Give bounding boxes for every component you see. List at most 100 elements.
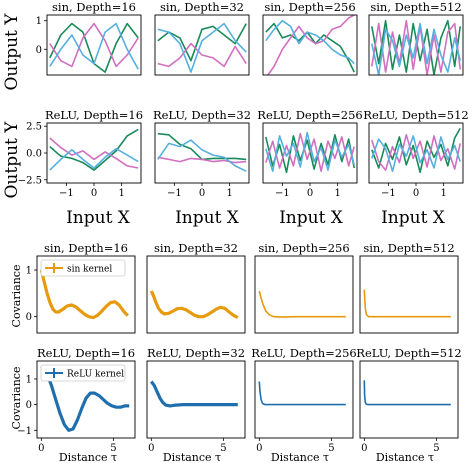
series-line-green bbox=[265, 22, 355, 73]
y-tick-label: 0 bbox=[26, 400, 32, 411]
y-tick-label: 0 bbox=[36, 45, 42, 56]
series-line-orange bbox=[149, 290, 239, 320]
xlabel-input-2: Input X bbox=[175, 208, 240, 228]
series-line-blue bbox=[150, 380, 238, 408]
x-tick-label: −1 bbox=[381, 188, 396, 199]
y-tick-label: 1 bbox=[26, 266, 32, 277]
panel-frame bbox=[359, 255, 459, 334]
panel-title: sin, Depth=512 bbox=[363, 241, 454, 255]
series-line-green bbox=[371, 128, 461, 174]
panels: sin, Depth=16 0 1 sin, Depth=32 sin, Depth=2… bbox=[17, 0, 468, 454]
series-line-blue bbox=[363, 380, 451, 406]
series-line-skyblue bbox=[49, 22, 139, 70]
series-line-skyblue bbox=[265, 131, 355, 172]
panel-title: ReLU, Depth=256 bbox=[257, 108, 362, 122]
series-line-blue bbox=[40, 364, 130, 432]
x-tick-label: 5 bbox=[110, 443, 116, 454]
chart-panel: ReLU, Depth=32 −1 0 1 bbox=[153, 108, 251, 199]
panel-title: sin, Depth=16 bbox=[44, 241, 128, 255]
x-tick-label: 5 bbox=[328, 443, 334, 454]
ylabel-covariance-row4: Covariance bbox=[10, 367, 23, 430]
x-tick-label: 5 bbox=[220, 443, 226, 454]
xlabel-distance-1: Distance τ bbox=[59, 451, 117, 463]
y-tick-label: −1 bbox=[17, 426, 32, 437]
chart-panel: sin, Depth=32 bbox=[154, 0, 250, 76]
chart-panel: ReLU, Depth=512 −1 0 1 bbox=[363, 108, 468, 199]
chart-panel: sin, Depth=512 bbox=[359, 241, 459, 334]
panel-title: sin, Depth=16 bbox=[52, 0, 136, 14]
panel-title: ReLU, Depth=32 bbox=[153, 108, 251, 122]
y-tick-label: 2.5 bbox=[26, 122, 42, 133]
panel-frame bbox=[36, 255, 136, 334]
x-tick-label: 0 bbox=[199, 188, 205, 199]
series-line-pink bbox=[371, 19, 461, 75]
series-line-green bbox=[157, 23, 247, 62]
xlabel-distance-3: Distance τ bbox=[271, 451, 329, 463]
xlabel-input-1: Input X bbox=[66, 208, 131, 228]
x-tick-label: 1 bbox=[118, 188, 124, 199]
series-line-skyblue bbox=[49, 147, 139, 171]
panel-frame bbox=[359, 360, 459, 439]
y-tick-label: 0 bbox=[26, 312, 32, 323]
x-tick-label: 5 bbox=[433, 443, 439, 454]
series-line-skyblue bbox=[371, 22, 461, 75]
panel-frame bbox=[146, 360, 246, 439]
chart-panel: sin, Depth=256 bbox=[262, 0, 358, 76]
panel-title: ReLU, Depth=16 bbox=[37, 346, 135, 360]
chart-panel: sin, Depth=16 0 1 bbox=[36, 0, 142, 76]
legend-label: sin kernel bbox=[67, 265, 112, 275]
x-tick-label: 0 bbox=[361, 443, 367, 454]
panel-title: ReLU, Depth=512 bbox=[356, 346, 461, 360]
ylabel-output-row2: Output Y bbox=[2, 121, 22, 199]
series-line-skyblue bbox=[265, 19, 355, 65]
legend-box bbox=[40, 259, 126, 277]
ylabel-covariance-row3: Covariance bbox=[10, 265, 23, 328]
panel-frame bbox=[254, 255, 354, 334]
panel-frame bbox=[146, 255, 246, 334]
panel-title: sin, Depth=512 bbox=[370, 0, 461, 14]
x-tick-label: 0 bbox=[256, 443, 262, 454]
y-tick-label: −2.5 bbox=[18, 175, 42, 186]
x-tick-label: 0 bbox=[307, 188, 313, 199]
panel-frame bbox=[46, 14, 142, 76]
xlabel-input-3: Input X bbox=[279, 208, 344, 228]
series-line-skyblue bbox=[157, 22, 247, 73]
panel-title: ReLU, Depth=512 bbox=[363, 108, 468, 122]
x-tick-label: 1 bbox=[226, 188, 232, 199]
x-tick-label: −1 bbox=[275, 188, 290, 199]
x-tick-label: 0 bbox=[413, 188, 419, 199]
series-line-orange bbox=[363, 289, 451, 318]
chart-panel: ReLU, Depth=16 1 0 −1 0 5 ReLU kernel bbox=[17, 346, 136, 454]
ylabel-output-row1: Output Y bbox=[2, 13, 22, 91]
x-tick-label: 0 bbox=[148, 443, 154, 454]
panel-frame bbox=[254, 360, 354, 439]
x-tick-label: −1 bbox=[167, 188, 182, 199]
chart-panel: ReLU, Depth=256 −1 0 1 bbox=[257, 108, 362, 199]
chart-panel: ReLU, Depth=256 0 5 bbox=[251, 346, 356, 454]
x-tick-label: 0 bbox=[91, 188, 97, 199]
series-line-orange bbox=[258, 290, 346, 318]
series-line-blue bbox=[258, 381, 346, 406]
xlabel-input-4: Input X bbox=[381, 208, 446, 228]
panel-title: sin, Depth=32 bbox=[160, 0, 244, 14]
xlabel-distance-4: Distance τ bbox=[376, 451, 434, 463]
panel-frame bbox=[36, 360, 136, 439]
y-tick-label: 1 bbox=[26, 374, 32, 385]
panel-title: ReLU, Depth=32 bbox=[147, 346, 245, 360]
panel-frame bbox=[368, 14, 464, 76]
chart-panel: ReLU, Depth=32 0 5 bbox=[146, 346, 246, 454]
y-tick-label: 0.0 bbox=[26, 149, 42, 160]
series-line-pink bbox=[157, 156, 247, 164]
legend-box bbox=[40, 364, 126, 382]
series-line-orange bbox=[39, 269, 129, 320]
panel-frame bbox=[154, 14, 250, 76]
series-line-skyblue bbox=[371, 135, 461, 172]
panel-title: sin, Depth=256 bbox=[264, 0, 355, 14]
panel-title: sin, Depth=256 bbox=[258, 241, 349, 255]
x-tick-label: 1 bbox=[334, 188, 340, 199]
series-line-pink bbox=[49, 22, 139, 68]
chart-panel: ReLU, Depth=162.5 0.0 −2.5 −1 0 1 bbox=[18, 108, 143, 199]
series-line-skyblue bbox=[157, 139, 247, 172]
